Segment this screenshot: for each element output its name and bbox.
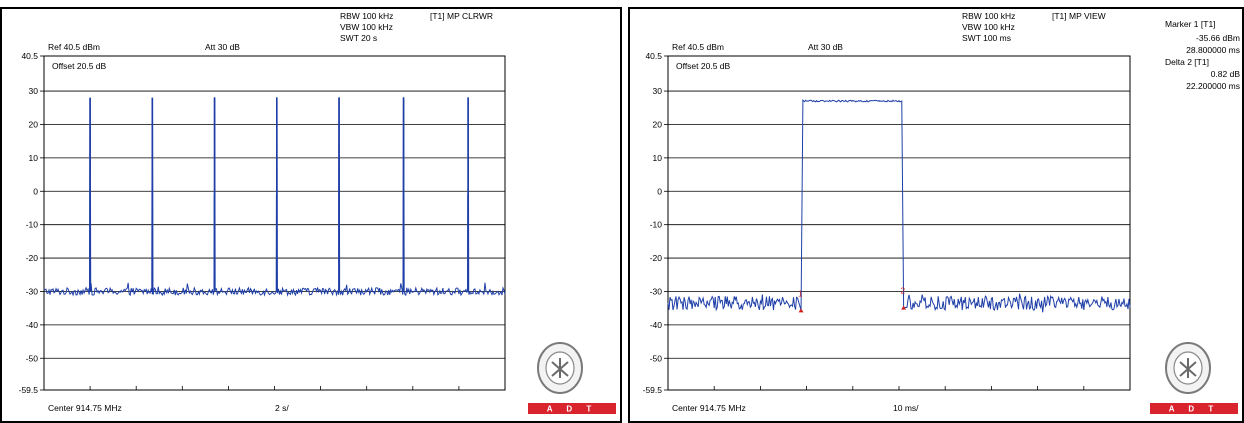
logo-emblem: [551, 358, 569, 378]
logo-bar-text: A D T: [547, 405, 598, 414]
panel-frame: [0, 7, 622, 423]
y-tick-label: -10: [650, 220, 663, 230]
marker-2-symbol: [901, 305, 907, 310]
rbw-label: RBW 100 kHz: [962, 11, 1015, 21]
marker-1-label: 1: [798, 289, 803, 298]
offset-label: Offset 20.5 dB: [676, 61, 731, 71]
y-tick-label: -59.5: [19, 385, 39, 395]
y-tick-label: 30: [653, 86, 663, 96]
panel-frame: [628, 7, 1244, 423]
offset-label: Offset 20.5 dB: [52, 61, 107, 71]
y-tick-label: -20: [650, 253, 663, 263]
rbw-label: RBW 100 kHz: [340, 11, 393, 21]
bureau-veritas-logo: A D T: [1150, 342, 1238, 414]
y-tick-label: -40: [650, 320, 663, 330]
logo-red-bar: [1150, 403, 1238, 414]
sweep-scale-label: 2 s/: [275, 403, 289, 413]
y-tick-label: 30: [29, 86, 39, 96]
y-tick-label: 10: [653, 153, 663, 163]
logo-emblem: [1179, 358, 1197, 378]
y-tick-label: 20: [653, 119, 663, 129]
delta-2-level: 0.82 dB: [1211, 69, 1241, 79]
y-tick-label: -30: [26, 286, 39, 296]
delta-2-time: 22.200000 ms: [1186, 81, 1240, 91]
marker-1-symbol: [798, 308, 804, 313]
y-tick-label: -59.5: [643, 385, 663, 395]
swt-label: SWT 20 s: [340, 33, 377, 43]
vbw-label: VBW 100 kHz: [962, 22, 1015, 32]
ref-level-label: Ref 40.5 dBm: [48, 42, 100, 52]
logo-bar-text: A D T: [1169, 405, 1220, 414]
y-tick-label: 0: [33, 186, 38, 196]
logo-red-bar: [528, 403, 616, 414]
y-tick-label: 40.5: [21, 51, 38, 61]
y-tick-label: 40.5: [645, 51, 662, 61]
marker-1-time: 28.800000 ms: [1186, 45, 1240, 55]
vbw-label: VBW 100 kHz: [340, 22, 393, 32]
center-frequency-label: Center 914.75 MHz: [48, 403, 122, 413]
attenuation-label: Att 30 dB: [808, 42, 843, 52]
marker-1-title: Marker 1 [T1]: [1165, 19, 1216, 29]
trace-line: [667, 98, 1131, 313]
ref-level-label: Ref 40.5 dBm: [672, 42, 724, 52]
y-tick-label: -40: [26, 320, 39, 330]
sweep-scale-label: 10 ms/: [893, 403, 919, 413]
y-tick-label: -20: [26, 253, 39, 263]
y-tick-label: 10: [29, 153, 39, 163]
attenuation-label: Att 30 dB: [205, 42, 240, 52]
bureau-veritas-logo: A D T: [528, 342, 616, 414]
y-tick-label: -50: [26, 353, 39, 363]
delta-2-title: Delta 2 [T1]: [1165, 57, 1209, 67]
marker-1-level: -35.66 dBm: [1196, 33, 1240, 43]
y-tick-label: 0: [657, 186, 662, 196]
y-tick-label: 20: [29, 119, 39, 129]
y-tick-label: -50: [650, 353, 663, 363]
y-tick-label: -10: [26, 220, 39, 230]
y-tick-label: -30: [650, 286, 663, 296]
marker-2-label: 2: [901, 287, 906, 296]
center-frequency-label: Center 914.75 MHz: [672, 403, 746, 413]
swt-label: SWT 100 ms: [962, 33, 1011, 43]
trace-mode-label: [T1] MP CLRWR: [430, 11, 493, 21]
trace-mode-label: [T1] MP VIEW: [1052, 11, 1106, 21]
